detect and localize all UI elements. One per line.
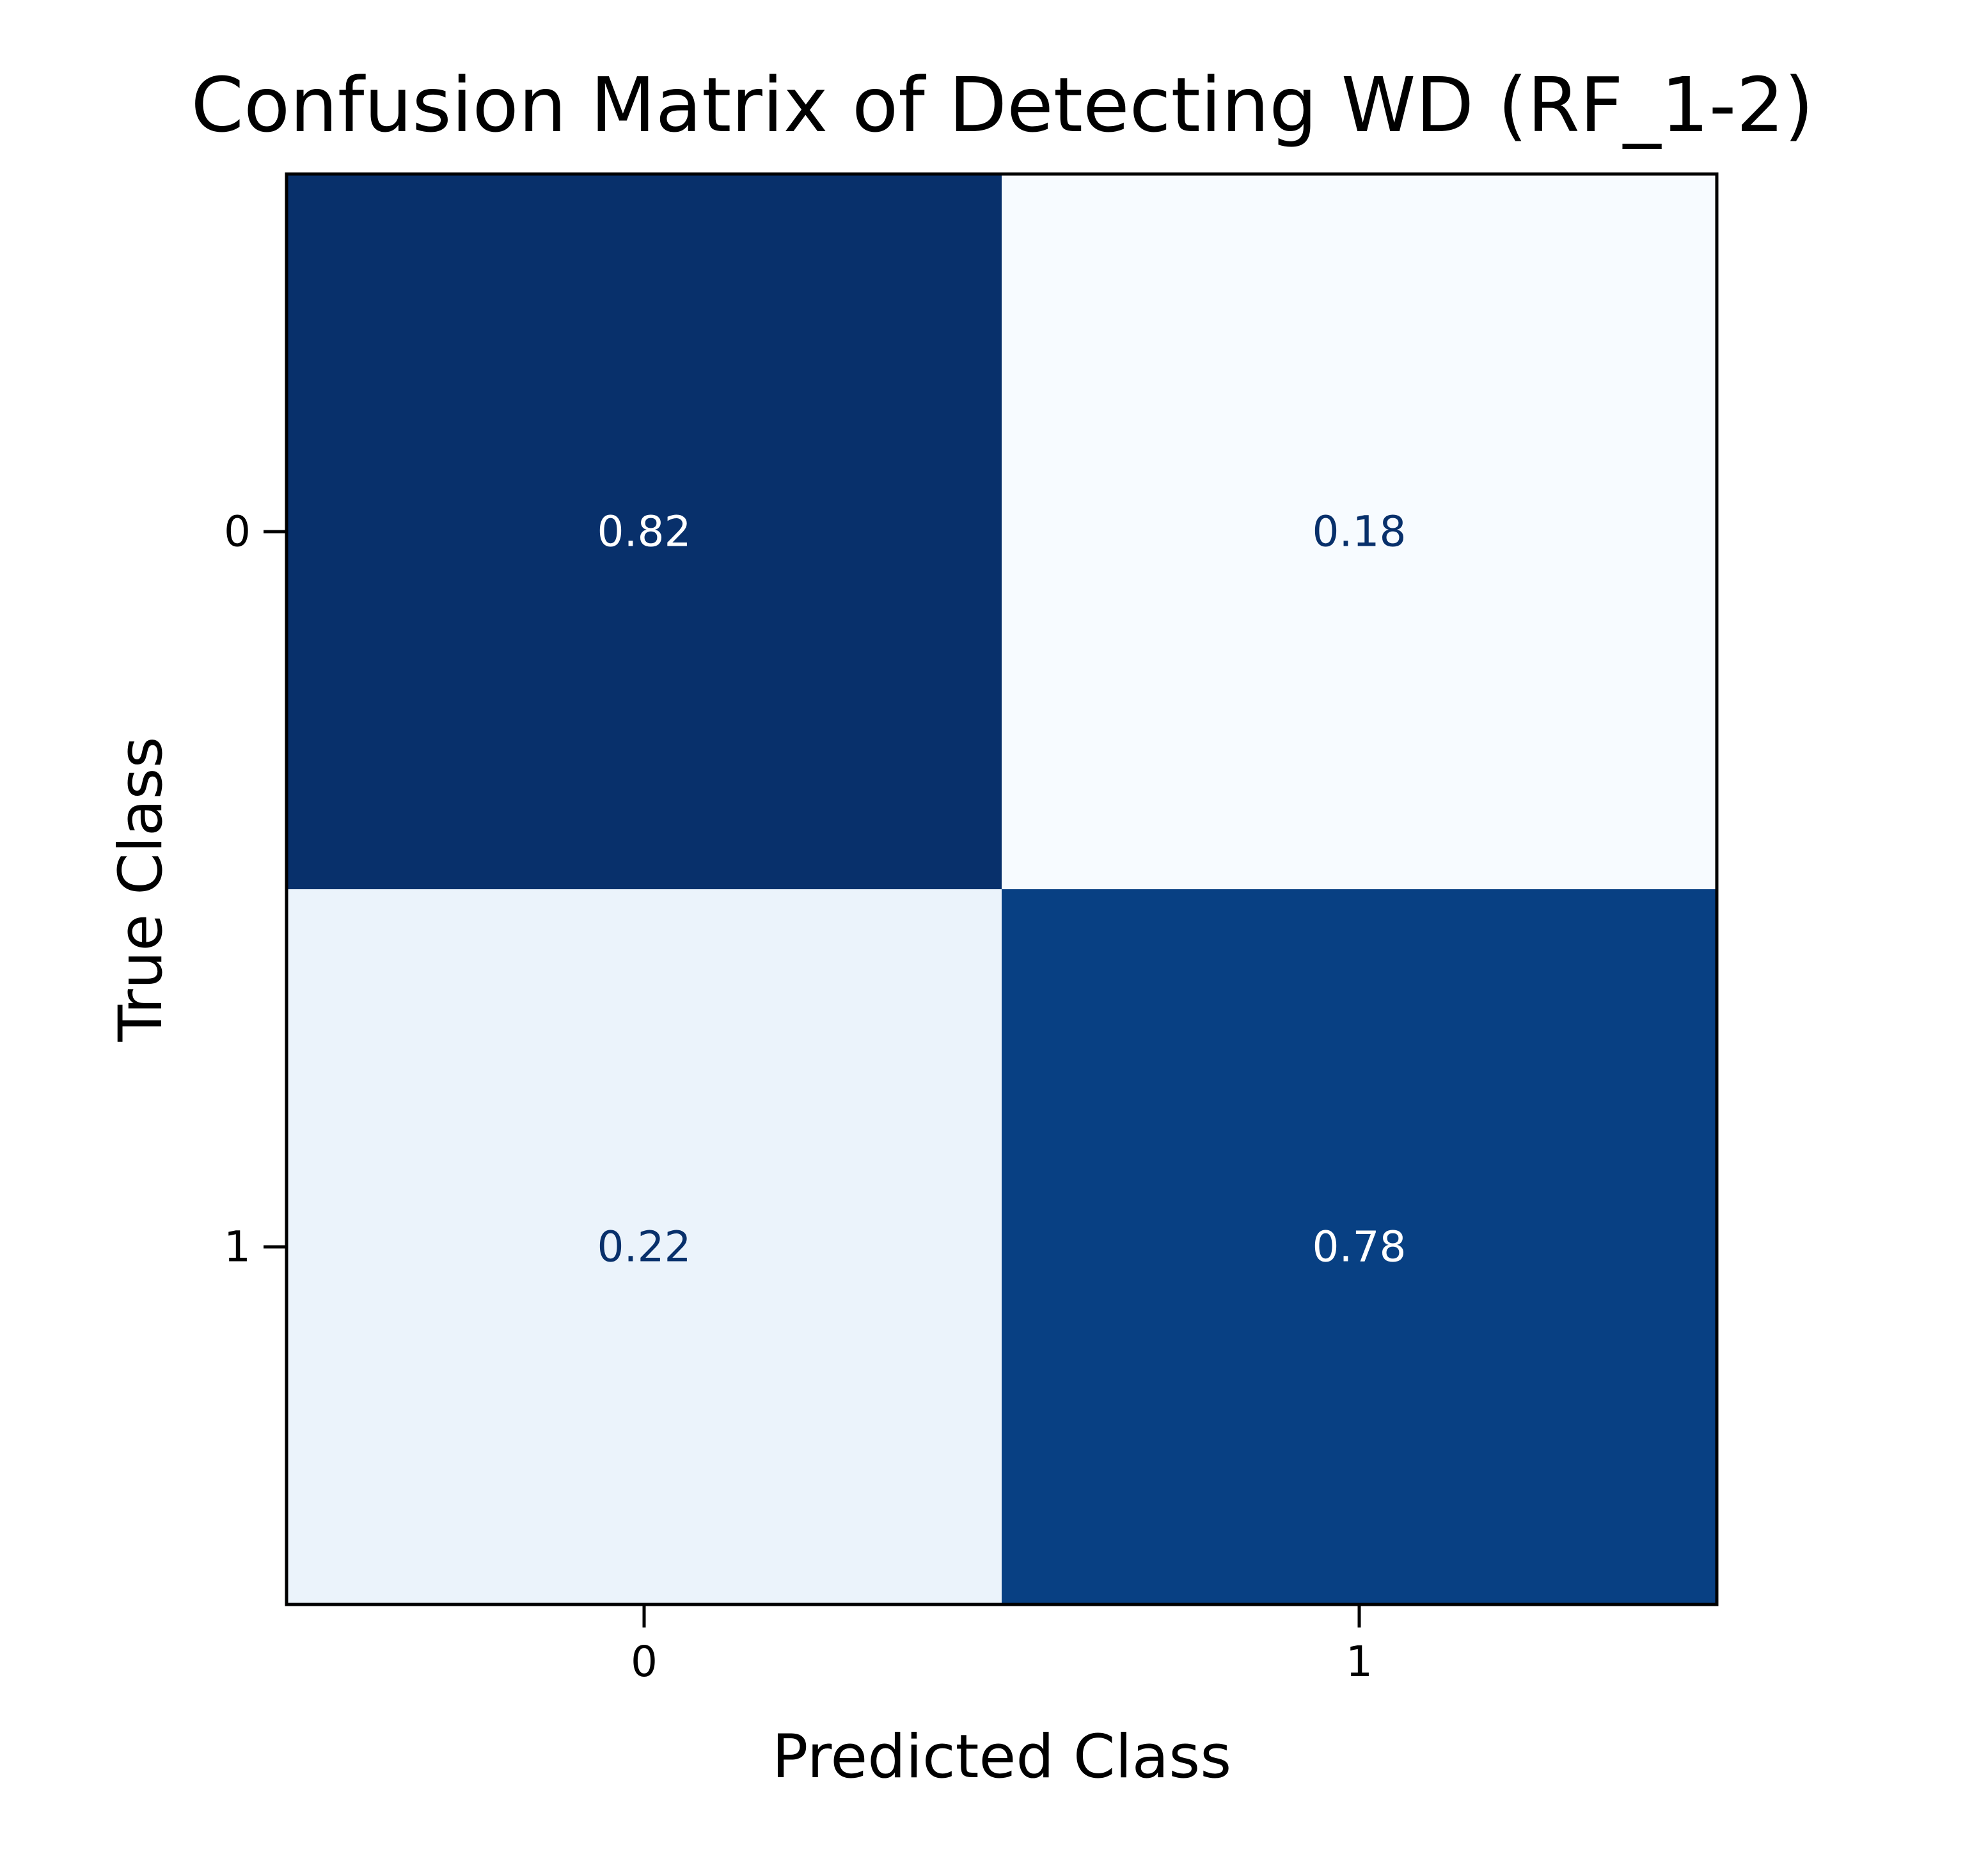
chart-title: Confusion Matrix of Detecting WD (RF_1-2… <box>191 61 1814 149</box>
x-tick-label: 0 <box>631 1637 658 1686</box>
x-axis-label: Predicted Class <box>772 1722 1231 1792</box>
heatmap-cell-r0-c0 <box>287 174 1002 889</box>
x-tick-label: 1 <box>1346 1637 1373 1686</box>
heatmap-cell-r1-c0 <box>287 889 1002 1604</box>
y-tick-label: 0 <box>224 507 251 557</box>
plot-frame <box>285 172 1719 1606</box>
cell-value-label-r0-c0: 0.82 <box>597 507 691 557</box>
heatmap-cells <box>287 174 1717 1604</box>
y-tick-label: 1 <box>224 1223 251 1272</box>
heatmap-cell-r1-c1 <box>1002 889 1717 1604</box>
cell-value-label-r1-c0: 0.22 <box>597 1223 691 1272</box>
y-axis-label: True Class <box>106 737 176 1043</box>
heatmap-cell-labels: 0.82 0.18 0.22 0.78 <box>597 507 1407 1272</box>
cell-value-label-r1-c1: 0.78 <box>1313 1223 1407 1272</box>
heatmap-cell-r0-c1 <box>1002 174 1717 889</box>
y-axis-ticks: 01 <box>224 507 287 1272</box>
cell-value-label-r0-c1: 0.18 <box>1313 507 1407 557</box>
